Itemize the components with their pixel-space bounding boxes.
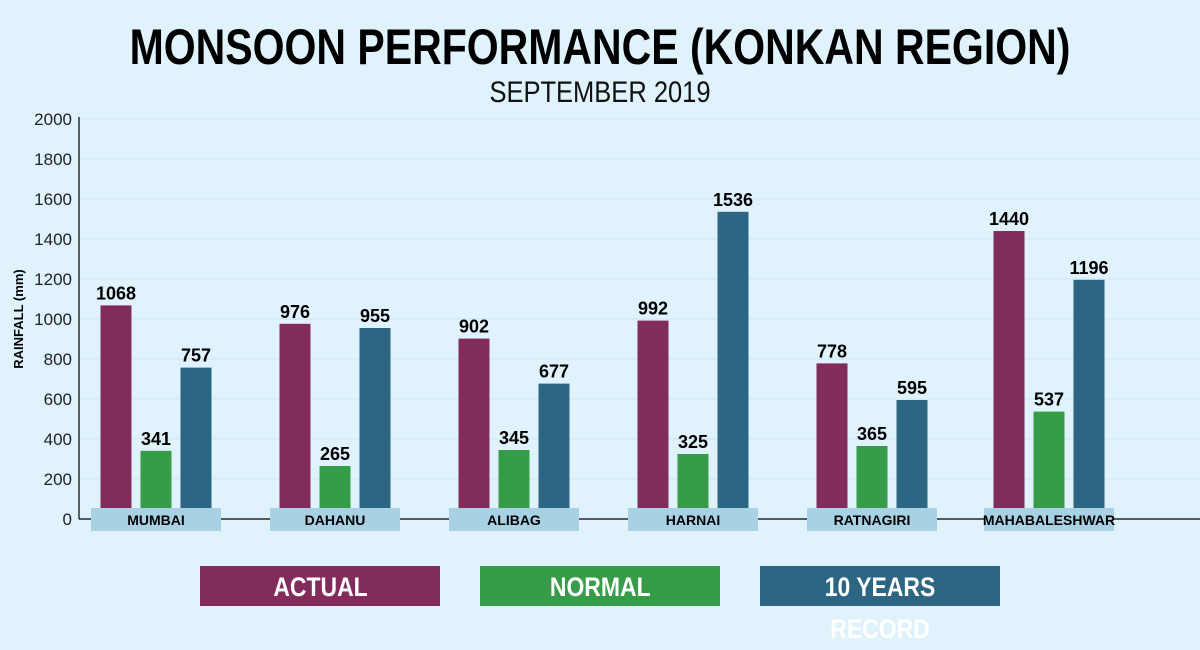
legend-normal: NORMAL	[480, 566, 720, 606]
bar-actual	[279, 323, 311, 519]
data-label: 1440	[989, 209, 1029, 229]
data-label: 677	[539, 362, 569, 382]
category-band	[984, 508, 1114, 531]
data-label: 757	[181, 346, 211, 366]
category-band	[270, 508, 400, 531]
x-tick-label: HARNAI	[666, 512, 720, 528]
bar-10-years-record	[180, 367, 212, 519]
data-label: 1068	[96, 283, 136, 303]
bar-10-years-record	[359, 328, 391, 519]
category-band	[628, 508, 758, 531]
data-label: 1536	[713, 190, 753, 210]
data-label: 976	[280, 302, 310, 322]
data-label: 955	[360, 306, 390, 326]
y-tick-label: 1400	[34, 230, 72, 249]
bar-normal	[1033, 411, 1065, 519]
data-label: 537	[1034, 390, 1064, 410]
bar-10-years-record	[896, 400, 928, 519]
x-tick-label: MUMBAI	[127, 512, 185, 528]
bar-10-years-record	[538, 383, 570, 519]
legend-actual: ACTUAL	[200, 566, 440, 606]
y-tick-label: 2000	[34, 110, 72, 129]
bar-actual	[637, 320, 669, 519]
y-tick-label: 0	[63, 510, 72, 529]
y-tick-label: 1200	[34, 270, 72, 289]
data-label: 1196	[1069, 258, 1108, 278]
data-label: 778	[817, 341, 847, 361]
y-tick-label: 200	[44, 470, 72, 489]
x-tick-label: DAHANU	[305, 512, 366, 528]
category-band	[91, 508, 221, 531]
x-tick-label: MAHABALESHWAR	[983, 512, 1115, 528]
bar-10-years-record	[1073, 279, 1105, 519]
data-label: 265	[320, 444, 350, 464]
bar-actual	[993, 231, 1025, 519]
bar-normal	[498, 450, 530, 519]
bar-actual	[458, 338, 490, 519]
x-tick-label: RATNAGIRI	[834, 512, 911, 528]
bar-actual	[816, 363, 848, 519]
chart-title: MONSOON PERFORMANCE (KONKAN REGION)	[129, 19, 1071, 75]
bar-chart: 0 200 400 600 800 1000 1200 1400 1600 1800 2000 RAI…	[11, 110, 1200, 531]
bar-10-years-record	[717, 211, 749, 520]
category-band	[449, 508, 579, 531]
data-label: 595	[897, 378, 927, 398]
y-tick-label: 600	[44, 390, 72, 409]
legend-10-years-record: 10 YEARS RECORD	[760, 566, 1000, 644]
y-tick-label: 1600	[34, 190, 72, 209]
bar-normal	[140, 450, 172, 519]
category-band	[807, 508, 937, 531]
y-tick-label: 1800	[34, 150, 72, 169]
data-label: 345	[499, 428, 529, 448]
data-label: 992	[638, 299, 668, 319]
data-label: 325	[678, 432, 708, 452]
y-tick-label: 800	[44, 350, 72, 369]
chart-subtitle: SEPTEMBER 2019	[489, 76, 711, 109]
data-label: 902	[459, 317, 489, 337]
y-tick-label: 400	[44, 430, 72, 449]
x-tick-label: ALIBAG	[487, 512, 541, 528]
bar-actual	[100, 305, 132, 519]
y-tick-label: 1000	[34, 310, 72, 329]
data-label: 341	[141, 429, 171, 449]
y-axis-label: RAINFALL (mm)	[11, 269, 26, 368]
data-label: 365	[857, 424, 887, 444]
bar-normal	[856, 446, 888, 519]
